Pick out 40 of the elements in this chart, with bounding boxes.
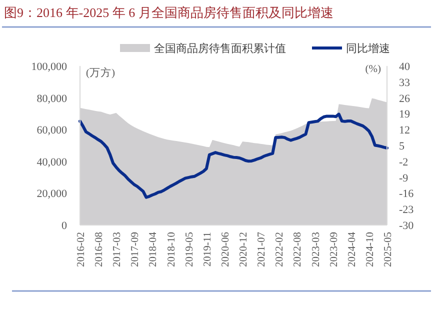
- x-tick-label: 2019-05: [184, 232, 196, 267]
- y2-tick-label: 26: [399, 92, 410, 105]
- x-tick-label: 2019-11: [202, 232, 214, 267]
- x-tick-label: 2016-02: [76, 232, 87, 267]
- x-tick-label: 2025-05: [383, 232, 394, 267]
- y-tick-label: 0: [62, 220, 68, 232]
- y-tick-label: 100,000: [31, 61, 68, 73]
- y-axis-title: (万方): [86, 66, 116, 79]
- y2-tick-label: 33: [399, 76, 410, 89]
- y2-tick-label: 5: [399, 140, 405, 152]
- y2-tick-label: 12: [399, 124, 410, 137]
- x-tick-label: 2022-08: [292, 232, 304, 267]
- y2-tick-label: -16: [399, 188, 414, 200]
- x-tick-label: 2017-09: [130, 232, 142, 267]
- x-tick-label: 2020-06: [220, 232, 232, 267]
- legend-label: 全国商品房待售面积累计值: [154, 42, 286, 55]
- y2-axis-title: (%): [365, 64, 382, 75]
- x-tick-label: 2024-10: [364, 232, 376, 267]
- x-tick-label: 2016-08: [94, 232, 106, 267]
- x-tick-label: 2020-12: [238, 232, 250, 267]
- x-tick-label: 2022-02: [274, 232, 286, 267]
- y-tick-label: 80,000: [36, 92, 68, 105]
- y2-tick-label: -23: [399, 204, 414, 216]
- x-tick-label: 2021-07: [256, 232, 268, 267]
- y2-tick-label: 19: [399, 108, 410, 121]
- x-tick-label: 2023-03: [310, 232, 322, 267]
- y2-tick-label: -30: [399, 220, 414, 232]
- x-tick-label: 2018-04: [148, 231, 160, 267]
- y2-tick-label: 40: [399, 61, 410, 73]
- y2-tick-label: -2: [399, 156, 408, 168]
- y-tick-label: 20,000: [36, 188, 68, 200]
- legend-label: 同比增速: [346, 42, 390, 55]
- y-tick-label: 40,000: [36, 156, 68, 168]
- y2-tick-label: -9: [399, 172, 409, 184]
- x-tick-label: 2023-09: [328, 232, 340, 267]
- chart-title: 图9：2016 年-2025 年 6 月全国商品房待售面积及同比增速: [4, 5, 334, 20]
- x-tick-label: 2018-10: [166, 232, 178, 267]
- x-tick-label: 2017-03: [112, 232, 124, 267]
- y-tick-label: 60,000: [36, 124, 68, 137]
- x-tick-label: 2024-04: [346, 231, 358, 267]
